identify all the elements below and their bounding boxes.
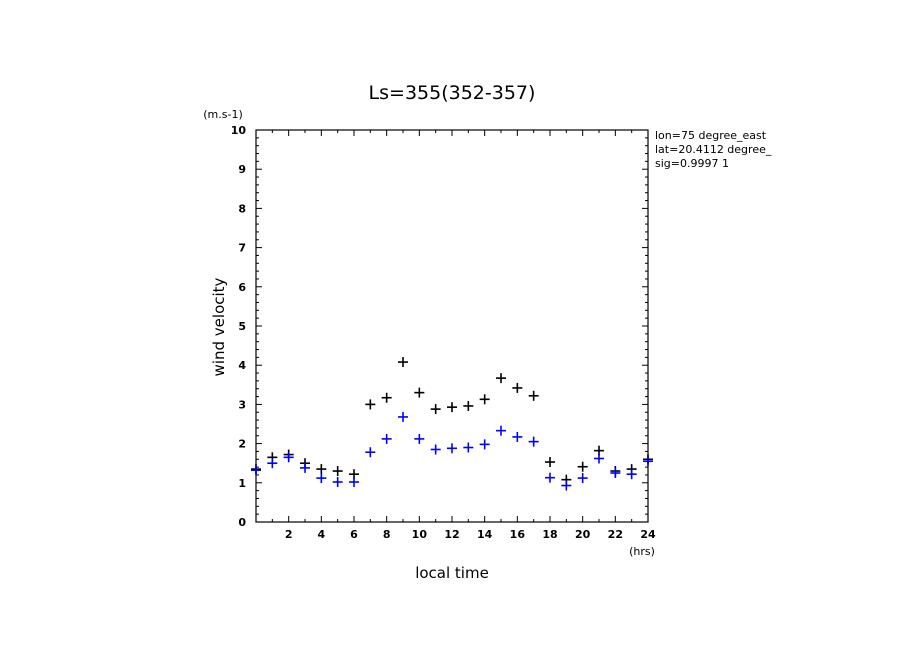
data-point-series-1: [512, 382, 523, 393]
data-point-series-2: [577, 473, 588, 484]
data-point-series-2: [283, 452, 294, 463]
data-point-series-1: [332, 466, 343, 477]
data-point-series-1: [545, 457, 555, 468]
data-point-series-1: [414, 387, 425, 398]
data-point-series-1: [577, 461, 588, 472]
data-point-series-2: [447, 443, 457, 454]
y-tick-label: 8: [238, 202, 246, 215]
y-unit-label: (m.s-1): [203, 108, 243, 121]
data-point-series-1: [496, 373, 506, 384]
data-point-series-2: [479, 439, 490, 450]
data-point-series-1: [381, 392, 392, 403]
x-axis-label: local time: [415, 564, 489, 582]
y-tick-label: 6: [238, 281, 246, 294]
data-point-series-1: [398, 357, 408, 368]
chart-title: Ls=355(352-357): [369, 82, 536, 104]
data-point-series-2: [545, 472, 555, 483]
data-point-series-1: [528, 390, 539, 401]
x-tick-label: 10: [412, 528, 428, 541]
y-tick-label: 7: [238, 242, 246, 255]
y-tick-label: 1: [238, 477, 246, 490]
x-tick-label: 20: [575, 528, 591, 541]
data-point-series-1: [463, 400, 474, 411]
data-point-series-1: [430, 404, 441, 415]
data-point-series-1: [316, 464, 327, 475]
data-point-series-2: [594, 453, 604, 464]
x-tick-label: 16: [510, 528, 526, 541]
y-tick-label: 9: [238, 163, 246, 176]
data-point-series-2: [463, 442, 474, 453]
x-tick-label: 4: [318, 528, 326, 541]
data-point-series-1: [447, 402, 457, 413]
x-tick-label: 8: [383, 528, 391, 541]
y-tick-label: 2: [238, 438, 246, 451]
x-tick-label: 18: [542, 528, 557, 541]
data-markers: [251, 357, 653, 491]
data-point-series-2: [349, 477, 359, 488]
data-point-series-2: [512, 431, 523, 442]
x-tick-label: 12: [444, 528, 459, 541]
data-point-series-2: [332, 477, 343, 488]
data-point-series-2: [381, 433, 392, 444]
x-tick-label: 22: [608, 528, 623, 541]
x-unit-label: (hrs): [629, 545, 655, 558]
x-tick-label: 6: [350, 528, 358, 541]
data-point-series-2: [251, 465, 261, 476]
data-point-series-1: [479, 394, 490, 405]
x-tick-label: 24: [640, 528, 656, 541]
info-lon: lon=75 degree_east: [655, 129, 767, 142]
y-tick-label: 4: [238, 359, 246, 372]
axis-ticks: [255, 129, 649, 523]
data-point-series-2: [365, 447, 376, 458]
info-lat: lat=20.4112 degree_: [655, 143, 772, 156]
data-point-series-2: [430, 444, 441, 455]
y-tick-label: 3: [238, 398, 246, 411]
data-point-series-2: [643, 456, 653, 467]
info-sig: sig=0.9997 1: [655, 157, 729, 170]
data-point-series-2: [626, 469, 637, 480]
data-point-series-2: [316, 473, 327, 484]
plot-frame: [255, 129, 649, 523]
data-point-series-2: [561, 480, 572, 491]
data-point-series-2: [610, 468, 621, 478]
x-tick-label: 14: [477, 528, 493, 541]
data-point-series-2: [414, 433, 425, 444]
y-tick-label: 0: [238, 516, 246, 529]
data-point-series-2: [496, 425, 506, 436]
y-tick-labels: 0 1 2 3 4 5 6 7 8 9 10: [231, 124, 247, 529]
x-tick-label: 2: [285, 528, 293, 541]
data-point-series-2: [398, 411, 408, 422]
data-point-series-2: [267, 458, 278, 469]
data-point-series-2: [528, 436, 539, 447]
data-point-series-1: [365, 399, 376, 410]
x-tick-labels: 2 4 6 8 10 12 14 16 18 20 22 24: [285, 528, 656, 541]
data-point-series-2: [300, 462, 310, 473]
y-tick-label: 5: [238, 320, 246, 333]
y-tick-label: 10: [231, 124, 247, 137]
y-axis-label: wind velocity: [210, 277, 228, 376]
